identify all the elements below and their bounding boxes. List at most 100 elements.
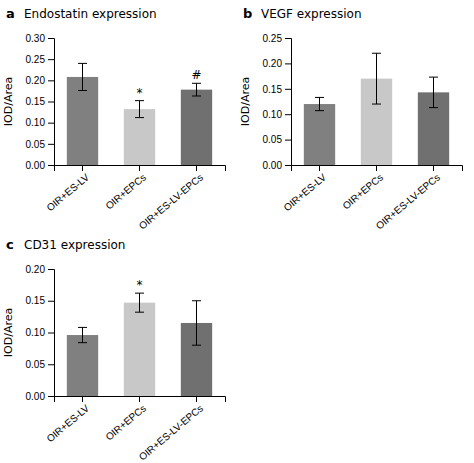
y-tick-mark — [48, 80, 54, 81]
bar — [181, 90, 212, 165]
x-tick: OIR+ES-LV-EPCs — [137, 165, 205, 231]
error-bar — [192, 83, 201, 96]
error-bar — [135, 101, 144, 118]
y-tick: 0.10 — [26, 117, 54, 128]
y-tick: 0.05 — [263, 134, 291, 145]
plot-area — [67, 63, 212, 165]
error-bar-cap — [315, 97, 324, 98]
y-tick-label: 0.00 — [26, 391, 46, 402]
x-tick-mark — [139, 396, 140, 402]
y-tick: 0.20 — [26, 75, 54, 86]
y-tick-label: 0.25 — [263, 33, 283, 44]
error-bar-stem — [82, 63, 83, 90]
y-tick-mark — [48, 165, 54, 166]
chart: 0.00 0.05 0.10 0.15 0.20 0.25 0.30 OIR+ES-LV OIR… — [0, 0, 474, 463]
y-tick: 0.15 — [263, 84, 291, 95]
y-tick: 0.20 — [263, 58, 291, 69]
error-bar-cap — [192, 83, 201, 84]
error-bar-cap — [135, 100, 144, 101]
panel: 0.00 0.05 0.10 0.15 0.20 0.25 OIR+ES-LVOIR+EPC… — [239, 6, 463, 231]
title: VEGF expression — [261, 7, 362, 21]
error-bar — [315, 97, 324, 110]
x-axis: OIR+ES-LV OIR+EPCsOIR+ES-LV-EPCs — [44, 165, 225, 231]
y-tick: 0.10 — [263, 109, 291, 120]
error-bar-cap — [192, 345, 201, 346]
y-tick-mark — [48, 301, 54, 302]
x-tick-mark — [82, 165, 83, 171]
title: Endostatin expression — [24, 7, 157, 21]
y-tick-mark — [285, 165, 291, 166]
panel-label: c — [6, 237, 14, 252]
error-bar-cap — [78, 342, 87, 343]
bar — [124, 109, 155, 165]
y-axis: 0.000.050.100.150.20 — [26, 264, 55, 402]
error-bar — [192, 301, 201, 345]
x-tick: OIR+EPCs — [103, 396, 148, 443]
y-tick-mark — [285, 38, 291, 39]
y-tick-label: 0.15 — [26, 96, 46, 107]
y-tick: 0.20 — [26, 264, 54, 275]
error-bar-cap — [135, 293, 144, 294]
y-axis-title: IOD/Area — [239, 77, 252, 126]
x-tick-mark — [376, 165, 377, 171]
x-tick-mark — [82, 396, 83, 402]
y-tick-label: 0.20 — [26, 75, 46, 86]
y-tick: 0.10 — [26, 327, 54, 338]
y-tick: 0.15 — [26, 96, 54, 107]
annotation: # — [191, 68, 201, 82]
y-tick-label: 0.05 — [263, 134, 283, 145]
y-tick-label: 0.15 — [26, 295, 46, 306]
error-bar — [135, 293, 144, 312]
y-tick-mark — [285, 114, 291, 115]
error-bar-stem — [433, 77, 434, 107]
x-tick: OIR+ES-LV — [44, 396, 91, 444]
error-bar-stem — [376, 53, 377, 104]
y-tick-label: 0.10 — [26, 117, 46, 128]
x-axis-line — [292, 166, 463, 172]
x-axis-line — [55, 397, 226, 403]
panel-label: b — [243, 6, 252, 21]
x-axis-line — [55, 166, 226, 172]
error-bar-cap — [429, 77, 438, 78]
error-bar-cap — [78, 90, 87, 91]
y-tick-mark — [48, 144, 54, 145]
y-axis: 0.00 0.05 0.10 0.15 0.20 0.25 — [263, 33, 292, 171]
x-axis: OIR+ES-LVOIR+EPCsOIR+ES-LV-EPCs — [281, 165, 462, 231]
y-tick-mark — [285, 140, 291, 141]
x-tick-label: OIR+ES-LV-EPCs — [137, 403, 205, 463]
y-tick: 0.25 — [263, 33, 291, 44]
y-tick-mark — [285, 63, 291, 64]
x-tick: OIR+ES-LV-EPCs — [374, 165, 442, 231]
y-tick: 0.25 — [26, 54, 54, 65]
y-tick-label: 0.05 — [26, 139, 46, 150]
error-bar-cap — [315, 110, 324, 111]
plot-area — [304, 53, 449, 165]
y-tick-label: 0.00 — [26, 160, 46, 171]
error-bar-cap — [372, 104, 381, 105]
error-bar-stem — [82, 327, 83, 342]
error-bar — [78, 327, 87, 342]
error-bar-cap — [192, 300, 201, 301]
y-tick: 0.00 — [26, 160, 54, 171]
y-axis-title: IOD/Area — [2, 77, 15, 126]
error-bar-stem — [139, 101, 140, 118]
error-bar-stem — [139, 293, 140, 312]
panel-label: a — [6, 6, 15, 21]
x-tick-label: OIR+ES-LV — [44, 171, 91, 213]
y-tick: 0.00 — [26, 391, 54, 402]
y-tick-label: 0.00 — [263, 160, 283, 171]
error-bar-stem — [196, 301, 197, 345]
y-tick-label: 0.30 — [26, 33, 46, 44]
x-tick-mark — [139, 165, 140, 171]
error-bar-cap — [78, 327, 87, 328]
title: CD31 expression — [24, 238, 125, 252]
y-tick-label: 0.20 — [263, 58, 283, 69]
x-tick-mark — [196, 165, 197, 171]
y-tick-mark — [48, 38, 54, 39]
x-tick-label: OIR+EPCs — [340, 172, 385, 212]
y-axis-line — [285, 39, 292, 166]
x-tick: OIR+EPCs — [103, 165, 148, 212]
bar — [67, 335, 98, 396]
x-tick: OIR+ES-LV-EPCs — [137, 396, 205, 462]
panel: 0.000.050.100.150.200.250.30OIR+ES-LVOIR… — [2, 6, 226, 231]
